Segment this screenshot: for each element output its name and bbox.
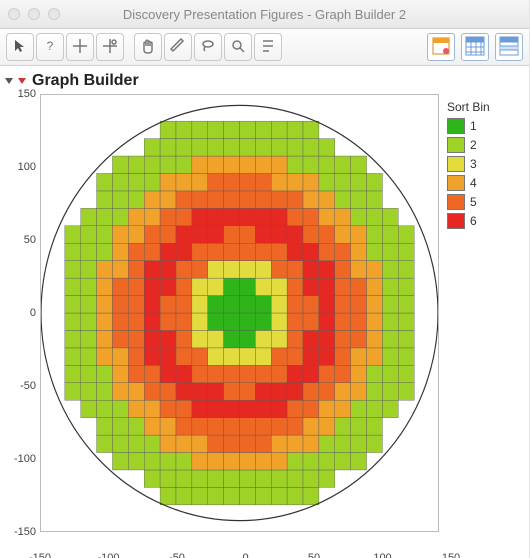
pointer-icon xyxy=(12,38,28,57)
crosshair-icon xyxy=(72,38,88,57)
heatmap-plot[interactable] xyxy=(40,94,439,532)
brush-button[interactable] xyxy=(164,33,192,61)
legend-swatch xyxy=(447,194,465,210)
legend-item-1[interactable]: 1 xyxy=(447,118,517,134)
zoom-icon xyxy=(230,38,246,57)
data-view-icon xyxy=(431,36,451,59)
titlebar: Discovery Presentation Figures - Graph B… xyxy=(0,0,529,29)
disclosure-icon[interactable] xyxy=(5,78,13,84)
legend-label: 2 xyxy=(470,138,477,152)
y-tick: 100 xyxy=(18,161,36,173)
legend-item-2[interactable]: 2 xyxy=(447,137,517,153)
x-tick: 150 xyxy=(442,552,460,558)
section-title: Graph Builder xyxy=(32,72,139,90)
legend-label: 1 xyxy=(470,119,477,133)
plot-container: -150-100-50050100150 Sort Bin 123456 -15… xyxy=(0,94,529,558)
close-icon[interactable] xyxy=(8,8,20,20)
x-tick: 100 xyxy=(373,552,391,558)
grid-blue-button[interactable] xyxy=(461,33,489,61)
legend-label: 3 xyxy=(470,157,477,171)
section-header[interactable]: Graph Builder xyxy=(0,66,529,94)
legend-label: 6 xyxy=(470,214,477,228)
y-tick: -150 xyxy=(14,526,36,538)
grid-stripe-button[interactable] xyxy=(495,33,523,61)
zoom-button[interactable] xyxy=(224,33,252,61)
window-title: Discovery Presentation Figures - Graph B… xyxy=(0,7,529,22)
legend-title: Sort Bin xyxy=(447,100,517,114)
x-tick: 50 xyxy=(308,552,320,558)
legend-item-5[interactable]: 5 xyxy=(447,194,517,210)
grid-blue-icon xyxy=(465,36,485,59)
y-axis: -150-100-50050100150 xyxy=(8,94,40,532)
legend-swatch xyxy=(447,213,465,229)
legend-label: 4 xyxy=(470,176,477,190)
svg-text:?: ? xyxy=(47,39,54,53)
pointer-button[interactable] xyxy=(6,33,34,61)
x-axis: -150-100-50050100150 xyxy=(40,532,451,550)
x-tick: 0 xyxy=(242,552,248,558)
legend-swatch xyxy=(447,156,465,172)
x-tick: -100 xyxy=(97,552,119,558)
legend-swatch xyxy=(447,118,465,134)
zoom-icon[interactable] xyxy=(48,8,60,20)
legend-item-4[interactable]: 4 xyxy=(447,175,517,191)
data-view-button[interactable] xyxy=(427,33,455,61)
annotate-button[interactable] xyxy=(254,33,282,61)
x-tick: -50 xyxy=(169,552,185,558)
y-tick: 0 xyxy=(30,307,36,319)
legend-label: 5 xyxy=(470,195,477,209)
annotate-icon xyxy=(260,38,276,57)
legend-swatch xyxy=(447,175,465,191)
hotspot-icon[interactable] xyxy=(18,78,26,84)
brush-icon xyxy=(170,38,186,57)
legend: Sort Bin 1 2 3 4 5 6 xyxy=(439,94,521,532)
crosshair-plus-button[interactable] xyxy=(96,33,124,61)
grid-stripe-icon xyxy=(499,36,519,59)
help-button[interactable]: ? xyxy=(36,33,64,61)
help-icon: ? xyxy=(42,38,58,57)
traffic-lights xyxy=(8,8,60,20)
crosshair-button[interactable] xyxy=(66,33,94,61)
y-tick: -50 xyxy=(20,380,36,392)
y-tick: 150 xyxy=(18,88,36,100)
hand-button[interactable] xyxy=(134,33,162,61)
lasso-icon xyxy=(200,38,216,57)
x-tick: -150 xyxy=(29,552,51,558)
y-tick: 50 xyxy=(24,234,36,246)
y-tick: -100 xyxy=(14,453,36,465)
toolbar: ? xyxy=(0,29,529,66)
legend-item-3[interactable]: 3 xyxy=(447,156,517,172)
hand-icon xyxy=(140,38,156,57)
lasso-button[interactable] xyxy=(194,33,222,61)
legend-swatch xyxy=(447,137,465,153)
legend-item-6[interactable]: 6 xyxy=(447,213,517,229)
minimize-icon[interactable] xyxy=(28,8,40,20)
crosshair-plus-icon xyxy=(102,38,118,57)
